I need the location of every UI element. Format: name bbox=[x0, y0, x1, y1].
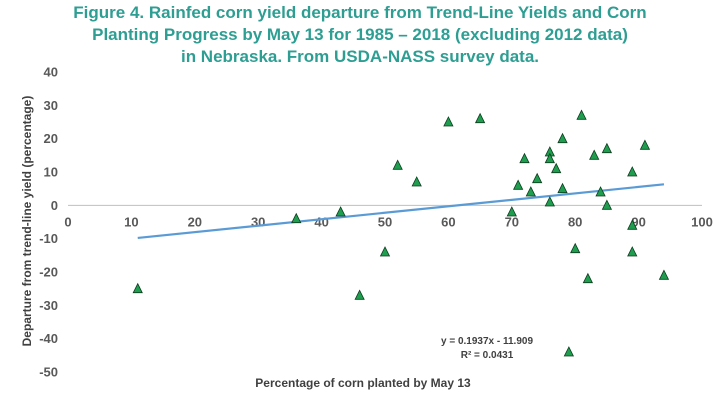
data-point bbox=[582, 272, 594, 284]
data-point bbox=[601, 142, 613, 154]
data-point bbox=[335, 206, 346, 217]
trend-r-squared: R² = 0.0431 bbox=[461, 350, 514, 361]
y-tick-label: -50 bbox=[39, 365, 58, 380]
chart-title-line-2: Planting Progress by May 13 for 1985 – 2… bbox=[92, 25, 628, 44]
data-point bbox=[474, 112, 486, 124]
data-point bbox=[551, 162, 562, 174]
data-point bbox=[411, 176, 422, 187]
y-tick-label: -10 bbox=[39, 231, 58, 246]
data-point bbox=[512, 179, 524, 190]
chart-title: Figure 4. Rainfed corn yield departure f… bbox=[0, 2, 720, 68]
data-point bbox=[525, 186, 536, 197]
data-point bbox=[392, 159, 403, 170]
x-tick-label: 70 bbox=[505, 214, 519, 229]
y-tick-label: -40 bbox=[39, 331, 58, 346]
data-point bbox=[379, 246, 391, 257]
data-point bbox=[544, 152, 555, 164]
y-tick-label: -30 bbox=[39, 298, 58, 313]
data-point bbox=[506, 206, 517, 217]
y-axis-ticks: 40 30 20 10 0 -10 -20 -30 -40 -50 bbox=[39, 65, 58, 380]
data-point bbox=[601, 199, 613, 210]
x-tick-label: 60 bbox=[441, 214, 455, 229]
trend-equation: y = 0.1937x - 11.909 bbox=[441, 336, 533, 347]
data-point bbox=[519, 152, 530, 164]
y-tick-label: 30 bbox=[44, 98, 58, 113]
data-point bbox=[576, 109, 587, 120]
x-tick-label: 100 bbox=[691, 214, 713, 229]
x-tick-label: 40 bbox=[314, 214, 328, 229]
x-tick-label: 80 bbox=[568, 214, 582, 229]
data-point bbox=[557, 132, 568, 144]
x-axis-label: Percentage of corn planted by May 13 bbox=[255, 376, 471, 390]
data-point bbox=[627, 219, 638, 230]
data-point bbox=[354, 289, 365, 300]
data-point bbox=[443, 116, 454, 127]
data-point bbox=[532, 172, 543, 184]
x-axis-ticks: 0 10 20 30 40 50 60 70 80 90 100 bbox=[64, 214, 712, 229]
trend-line bbox=[137, 183, 665, 240]
data-point bbox=[595, 186, 606, 197]
data-point bbox=[557, 182, 568, 194]
data-points bbox=[132, 109, 670, 357]
x-tick-label: 50 bbox=[378, 214, 392, 229]
data-point bbox=[291, 212, 302, 224]
y-tick-label: 40 bbox=[44, 65, 58, 80]
x-tick-label: 20 bbox=[188, 214, 202, 229]
y-axis-label: Departure from trend-line yield (percent… bbox=[20, 96, 34, 347]
data-point bbox=[570, 242, 581, 254]
data-point bbox=[639, 139, 651, 150]
chart-title-line-1: Figure 4. Rainfed corn yield departure f… bbox=[73, 3, 647, 22]
data-point bbox=[132, 282, 143, 294]
y-tick-label: 0 bbox=[51, 198, 58, 213]
data-point bbox=[658, 269, 670, 280]
data-point bbox=[563, 346, 575, 357]
x-tick-label: 10 bbox=[124, 214, 138, 229]
y-tick-label: 10 bbox=[44, 165, 58, 180]
x-tick-label: 0 bbox=[64, 214, 71, 229]
data-point bbox=[589, 149, 600, 160]
y-tick-label: 20 bbox=[44, 131, 58, 146]
chart-title-line-3: in Nebraska. From USDA-NASS survey data. bbox=[180, 47, 540, 66]
data-point bbox=[627, 166, 638, 177]
data-point bbox=[627, 246, 638, 257]
y-tick-label: -20 bbox=[39, 265, 58, 280]
data-point bbox=[544, 196, 555, 207]
